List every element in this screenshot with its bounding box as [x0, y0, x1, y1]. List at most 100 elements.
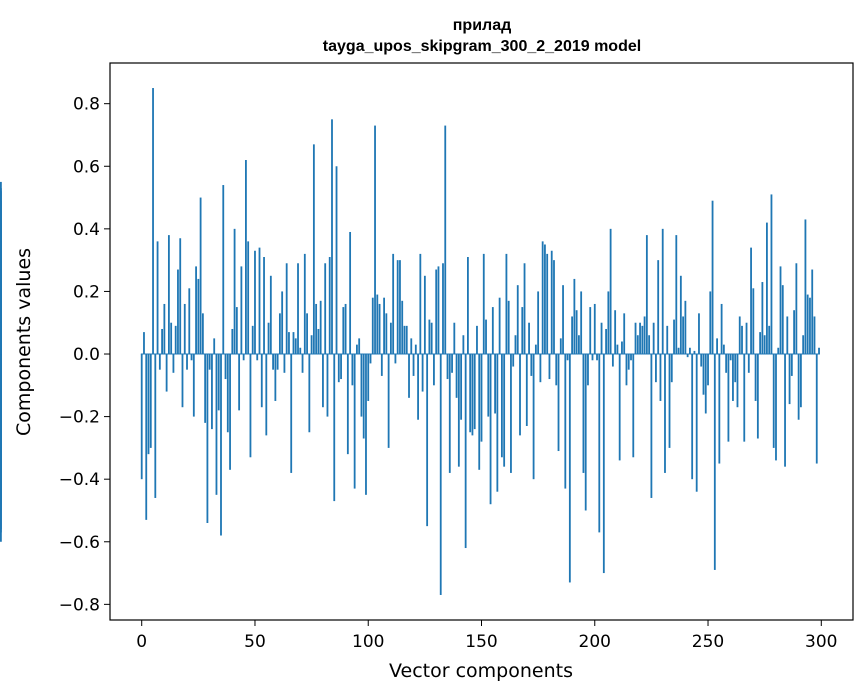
bar-299	[818, 347, 820, 355]
bar-60	[276, 354, 279, 370]
bar-221	[641, 325, 644, 355]
bar-104	[376, 294, 379, 355]
bar-251	[709, 291, 712, 355]
bar-242	[689, 347, 691, 355]
bar-239	[682, 316, 685, 355]
bar-237	[677, 347, 680, 355]
y-tick-label: 0.2	[73, 282, 100, 302]
bar-61	[278, 313, 281, 355]
bar-166	[516, 285, 519, 355]
x-tick-label: 0	[136, 632, 147, 652]
bar-11	[165, 354, 168, 392]
bar-260	[729, 354, 732, 361]
bar-250	[707, 354, 709, 386]
bar-229	[659, 354, 662, 401]
bar-112	[394, 354, 397, 364]
bar-4	[149, 354, 152, 448]
bar-78	[317, 328, 320, 355]
bar-124	[421, 354, 424, 392]
bar-249	[704, 354, 707, 414]
bar-20	[186, 354, 188, 370]
bar-182	[553, 260, 555, 355]
bar-87	[337, 354, 340, 383]
bar-83	[328, 257, 331, 355]
bar-130	[435, 269, 438, 355]
bar-210	[616, 344, 619, 355]
bar-71	[301, 354, 304, 373]
bar-228	[657, 260, 660, 355]
bar-67	[292, 332, 295, 355]
bar-257	[722, 344, 725, 355]
bar-172	[530, 354, 533, 376]
bar-162	[507, 300, 510, 355]
bar-289	[795, 263, 798, 355]
bar-63	[283, 354, 286, 373]
bar-101	[369, 354, 372, 364]
bar-295	[809, 297, 811, 355]
bar-88	[340, 354, 342, 380]
bar-179	[546, 253, 549, 355]
bar-93	[351, 354, 354, 386]
bar-277	[768, 325, 771, 355]
bar-167	[519, 354, 521, 436]
bar-23	[192, 354, 195, 417]
bar-146	[471, 354, 474, 436]
bar-13	[170, 322, 173, 355]
bar-287	[790, 354, 793, 376]
bar-57	[269, 275, 272, 355]
bar-298	[815, 354, 818, 464]
bar-44	[240, 266, 243, 355]
bar-236	[675, 235, 678, 355]
bar-168	[521, 307, 524, 355]
bar-115	[401, 300, 404, 355]
bar-117	[405, 325, 408, 355]
bar-16	[177, 269, 179, 355]
bar-113	[396, 260, 399, 355]
bar-212	[621, 341, 623, 355]
bar-97	[360, 354, 363, 417]
bar-192	[575, 310, 578, 355]
bar-89	[342, 307, 345, 355]
bar-1	[143, 332, 145, 355]
bar-62	[281, 291, 284, 355]
bar-33	[215, 354, 218, 495]
bar-188	[566, 354, 569, 361]
bar-215	[627, 354, 630, 370]
bar-76	[312, 144, 315, 355]
x-tick-label: 250	[692, 632, 724, 652]
bar-222	[643, 316, 646, 355]
bar-238	[679, 275, 682, 355]
bar-103	[374, 125, 376, 355]
bar-279	[772, 354, 775, 448]
y-axis: −0.8 −0.6 −0.4 −0.2 0.0 0.2 0.4 0.6 0.8	[59, 95, 110, 615]
bar-105	[378, 303, 381, 355]
bar-65	[288, 332, 290, 355]
bar-163	[510, 354, 512, 473]
bar-206	[607, 291, 610, 355]
bar-149	[478, 354, 481, 470]
y-tick-label: 0.6	[73, 157, 100, 177]
bar-241	[686, 354, 689, 358]
bar-6	[154, 354, 157, 498]
bar-22	[190, 354, 193, 361]
bar-49	[251, 325, 254, 355]
bar-111	[392, 253, 395, 355]
bar-110	[389, 322, 392, 355]
bar-5	[152, 88, 154, 355]
bar-19	[183, 303, 186, 355]
bar-175	[537, 291, 540, 355]
bar-213	[623, 313, 626, 355]
bar-129	[433, 354, 435, 386]
bar-73	[306, 313, 308, 355]
bar-14	[172, 354, 175, 373]
bar-151	[482, 253, 485, 355]
bar-128	[430, 322, 433, 355]
bar-292	[802, 335, 805, 355]
bar-227	[655, 354, 657, 383]
bar-9	[161, 328, 163, 355]
bar-254	[716, 338, 718, 355]
bar-142	[462, 335, 465, 355]
bar-34	[217, 354, 220, 411]
bar-116	[403, 325, 406, 355]
bar-269	[750, 247, 752, 355]
